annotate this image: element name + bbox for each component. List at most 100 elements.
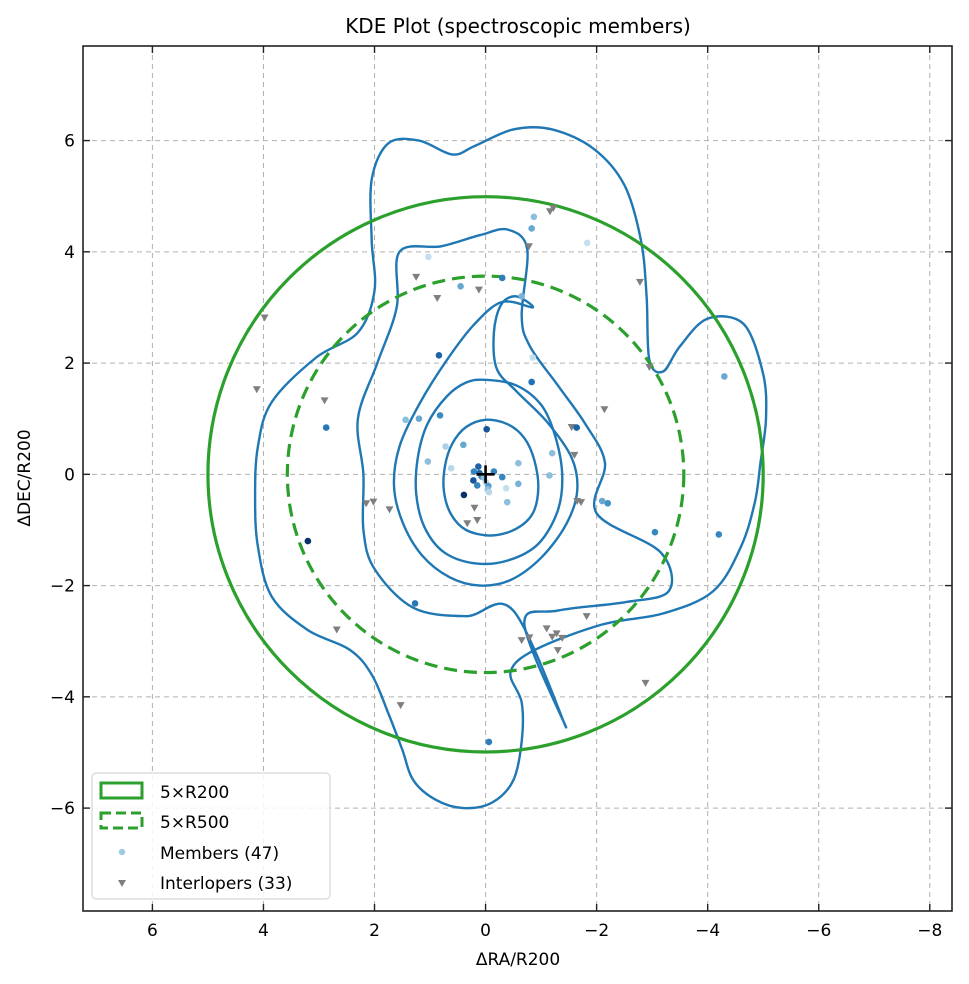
member-point [715,531,723,538]
x-tick-label: 2 [369,921,380,941]
chart-title: KDE Plot (spectroscopic members) [345,14,691,38]
interloper-point [548,633,557,641]
interloper-point [552,630,561,638]
circle-5xr200 [206,195,765,754]
member-point [402,416,409,424]
radius-circles [206,195,765,754]
member-point [503,498,511,506]
legend-label-r200: 5×R200 [160,783,229,803]
interloper-point [433,294,442,302]
interloper-point [558,634,567,642]
plot-frame [82,45,953,912]
interloper-point [545,208,554,216]
member-point [528,225,535,232]
x-axis-label: ΔRA/R200 [476,950,560,970]
interloper-point [412,273,421,281]
member-point [470,477,477,484]
member-point [498,274,506,282]
member-point [425,253,432,261]
member-point [460,441,467,449]
y-tick-label: 6 [64,132,75,152]
member-point [583,239,591,247]
kde-contour-level-5 [253,125,768,810]
interloper-point [463,520,472,528]
member-point [435,351,443,359]
member-point [447,464,455,472]
interloper-point [549,204,558,212]
member-point [515,459,522,467]
member-point [529,354,537,361]
interloper-point [320,397,329,405]
interloper-point [567,424,576,432]
member-point [304,537,312,545]
y-axis-label: ΔDEC/R200 [15,429,35,526]
legend: 5×R200 5×R500 Members (47) Interlopers (… [91,772,331,900]
y-axis-ticks: 6 4 2 0 −2 −4 −6 [50,132,952,819]
legend-label-members: Members (47) [160,844,279,864]
legend-marker-interlopers [118,880,126,887]
y-tick-label: −4 [50,688,75,708]
circle-5xr500 [285,274,686,675]
member-point [473,482,481,489]
x-tick-label: 6 [147,921,158,941]
member-point [475,463,482,470]
legend-marker-members [118,848,126,856]
y-tick-label: −6 [50,799,75,819]
member-point [415,415,423,423]
interloper-point [542,625,551,633]
member-point [460,491,468,499]
interloper-point [582,613,591,621]
member-point [436,412,444,419]
member-point [485,488,493,496]
member-point [502,484,510,492]
legend-label-interlopers: Interlopers (33) [160,874,292,894]
interloper-point [362,500,371,508]
kde-contour-level-1 [442,418,540,537]
x-tick-label: 4 [258,921,269,941]
interloper-point [332,626,341,634]
interloper-point [573,498,582,506]
legend-box [91,772,331,900]
kde-contour-level-3 [392,295,579,587]
interloper-point [600,406,609,414]
member-point [498,473,506,481]
x-tick-label: 0 [480,921,491,941]
legend-label-r500: 5×R500 [160,813,229,833]
interloper-point [570,451,579,459]
interloper-point [473,516,482,524]
interloper-point [517,637,526,645]
kde-contours [253,125,768,810]
member-point [411,600,419,607]
interloper-point [252,386,261,394]
interloper-point [260,314,269,322]
interloper-point [369,498,378,506]
interloper-point [396,702,405,710]
interloper-point [641,679,650,687]
kde-contour-level-2 [414,378,564,566]
y-tick-label: 4 [64,243,75,263]
member-point [424,458,432,465]
member-point [518,293,525,300]
interloper-point [645,363,654,371]
interloper-point [553,647,562,655]
member-point [515,480,522,488]
member-point [573,424,580,431]
member-point [528,378,535,386]
x-tick-label: −4 [695,921,720,941]
member-point [483,425,490,433]
member-point [485,738,493,746]
legend-swatch-solid-circle [99,781,144,800]
y-tick-label: 2 [64,354,75,374]
member-point [721,373,728,380]
interloper-point [385,506,394,514]
member-point [548,449,556,457]
interloper-point [525,634,534,642]
center-marker [476,465,495,484]
grid-lines [83,46,952,911]
kde-contour-level-4 [356,227,674,729]
member-point [530,213,538,221]
scatter-points [252,204,728,746]
member-point [470,468,478,475]
legend-swatch-dashed-circle [99,811,144,830]
